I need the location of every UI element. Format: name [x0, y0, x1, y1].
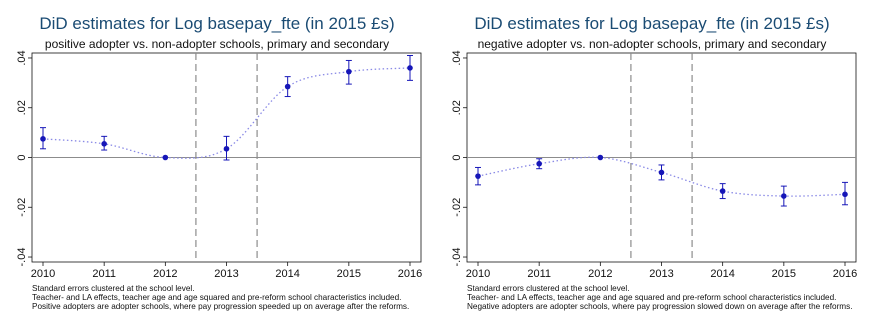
chart-title: DiD estimates for Log basepay_fte (in 20… [39, 14, 395, 33]
data-point [162, 154, 169, 161]
chart-subtitle: negative adopter vs. non-adopter schools… [477, 37, 827, 51]
y-tick-label: .04 [451, 50, 463, 65]
x-tick-label: 2014 [275, 268, 299, 280]
y-tick-label: .02 [16, 100, 28, 115]
y-tick-label: -.02 [451, 198, 463, 217]
y-tick-label: 0 [16, 154, 28, 160]
x-tick-label: 2016 [398, 268, 422, 280]
chart-panel-negative: DiD estimates for Log basepay_fte (in 20… [435, 0, 869, 320]
data-point [719, 188, 726, 194]
x-tick-label: 2014 [710, 268, 734, 280]
x-tick-label: 2015 [337, 268, 361, 280]
data-point [223, 145, 230, 152]
data-point [346, 68, 352, 75]
chart-note: Teacher- and LA effects, teacher age and… [32, 293, 402, 302]
chart-title: DiD estimates for Log basepay_fte (in 20… [474, 14, 830, 33]
data-point [407, 65, 413, 71]
x-tick-label: 2016 [833, 268, 857, 280]
panel-divider [434, 0, 435, 320]
data-point [658, 169, 665, 176]
x-tick-label: 2013 [214, 268, 238, 280]
x-tick-label: 2010 [466, 268, 490, 280]
data-point [842, 191, 848, 198]
y-tick-label: -.04 [451, 248, 463, 267]
data-point [475, 173, 481, 179]
x-tick-label: 2012 [588, 268, 612, 280]
data-point [536, 160, 542, 167]
chart-note: Positive adopters are adopter schools, w… [32, 302, 410, 311]
data-point [284, 83, 291, 90]
chart-note: Negative adopters are adopter schools, w… [467, 302, 853, 311]
y-tick-label: 0 [451, 154, 463, 160]
data-point [40, 136, 46, 142]
x-tick-label: 2011 [527, 268, 551, 280]
data-point [781, 193, 787, 199]
chart-subtitle: positive adopter vs. non-adopter schools… [44, 37, 390, 51]
y-tick-label: -.02 [16, 198, 28, 217]
chart-panel-positive: DiD estimates for Log basepay_fte (in 20… [0, 0, 434, 320]
chart-note: Standard errors clustered at the school … [32, 284, 195, 293]
y-tick-label: -.04 [16, 248, 28, 267]
y-tick-label: .04 [16, 50, 28, 65]
x-tick-label: 2013 [649, 268, 673, 280]
x-tick-label: 2010 [31, 268, 55, 280]
data-point [101, 141, 107, 147]
data-point [597, 154, 604, 161]
x-tick-label: 2012 [153, 268, 177, 280]
chart-note: Teacher- and LA effects, teacher age and… [467, 293, 837, 302]
x-tick-label: 2015 [772, 268, 796, 280]
y-tick-label: .02 [451, 100, 463, 115]
chart-note: Standard errors clustered at the school … [467, 284, 630, 293]
x-tick-label: 2011 [92, 268, 116, 280]
